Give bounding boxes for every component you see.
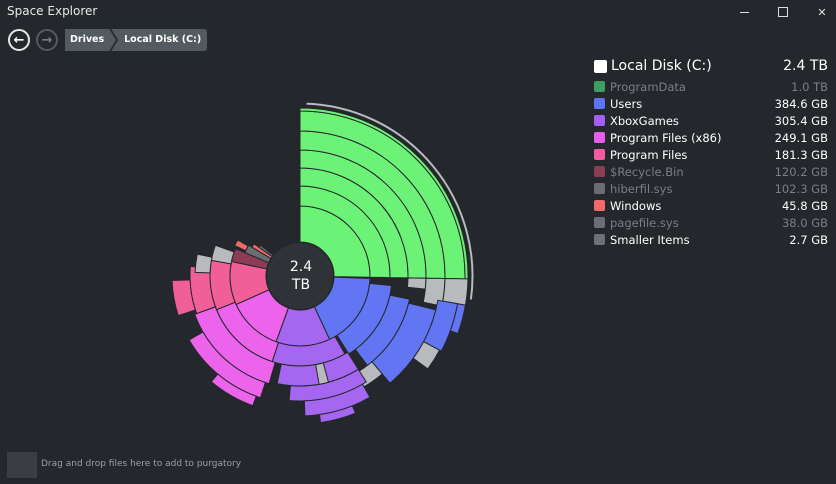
legend-item-size: 120.2 GB	[774, 164, 828, 179]
users-segment[interactable]	[449, 303, 467, 335]
legend-swatch	[594, 234, 605, 245]
total-size-unit: TB	[291, 277, 311, 293]
legend-item-name: Users	[610, 96, 643, 111]
legend-item-size: 38.0 GB	[781, 215, 828, 230]
legend-item-name: Smaller Items	[610, 232, 690, 247]
forward-button[interactable]: →	[36, 29, 58, 51]
legend-item[interactable]: ProgramData 1.0 TB	[594, 78, 828, 95]
xboxgames-segment[interactable]	[318, 405, 357, 424]
legend-swatch	[594, 183, 605, 194]
legend-item-size: 1.0 TB	[791, 79, 828, 94]
legend-item-name: $Recycle.Bin	[610, 164, 684, 179]
legend-item-size: 45.8 GB	[781, 198, 828, 213]
breadcrumb: Drives Local Disk (C:)	[65, 29, 208, 51]
maximize-icon	[778, 7, 788, 17]
back-button[interactable]: ←	[8, 29, 30, 51]
minimize-button[interactable]	[724, 0, 764, 24]
legend-item[interactable]: hiberfil.sys 102.3 GB	[594, 180, 828, 197]
minimize-icon	[739, 11, 749, 13]
legend-swatch	[594, 132, 605, 143]
legend-item[interactable]: Windows 45.8 GB	[594, 197, 828, 214]
legend-swatch	[594, 115, 605, 126]
close-button[interactable]: ✕	[802, 0, 836, 24]
legend-item-name: pagefile.sys	[610, 215, 679, 230]
breadcrumb-item-drives[interactable]: Drives	[65, 29, 116, 51]
legend-item-size: 249.1 GB	[774, 130, 828, 145]
legend-swatch	[594, 217, 605, 228]
legend-swatch	[594, 98, 605, 109]
xboxgames-misc-segment[interactable]	[315, 362, 330, 385]
legend-swatch	[594, 149, 605, 160]
legend-item-size: 384.6 GB	[774, 96, 828, 111]
purgatory-drop-zone[interactable]	[7, 452, 37, 478]
legend-root-name: Local Disk (C:)	[611, 58, 712, 74]
legend-item[interactable]: pagefile.sys 38.0 GB	[594, 214, 828, 231]
total-size-value: 2.4	[289, 259, 313, 275]
legend-item[interactable]: Program Files (x86) 249.1 GB	[594, 129, 828, 146]
programdata-outer-segment[interactable]	[305, 101, 475, 301]
purgatory-hint: Drag and drop files here to add to purga…	[41, 459, 242, 469]
legend-item-size: 2.7 GB	[789, 232, 828, 247]
arrow-right-icon: →	[41, 32, 53, 48]
maximize-button[interactable]	[763, 0, 803, 24]
programdata-misc-segment[interactable]	[406, 277, 427, 290]
breadcrumb-item-local-disk[interactable]: Local Disk (C:)	[111, 29, 208, 51]
legend: Local Disk (C:) 2.4 TB ProgramData 1.0 TB…	[594, 56, 828, 248]
legend-item-name: Windows	[610, 198, 662, 213]
app-title: Space Explorer	[7, 4, 98, 18]
program-files-x86-segment[interactable]	[210, 373, 257, 407]
title-bar: Space Explorer ✕	[0, 0, 836, 24]
windows-segment[interactable]	[234, 239, 249, 252]
legend-item[interactable]: XboxGames 305.4 GB	[594, 112, 828, 129]
legend-swatch-root	[594, 59, 607, 73]
legend-root[interactable]: Local Disk (C:) 2.4 TB	[594, 56, 828, 76]
legend-swatch	[594, 81, 605, 92]
legend-item-size: 305.4 GB	[774, 113, 828, 128]
close-icon: ✕	[817, 5, 827, 19]
legend-item-name: Program Files (x86)	[610, 130, 722, 145]
legend-swatch	[594, 200, 605, 211]
legend-item-size: 102.3 GB	[774, 181, 828, 196]
smaller-items-segment[interactable]	[267, 250, 275, 256]
program-files-misc-segment[interactable]	[210, 244, 235, 265]
legend-item-name: ProgramData	[610, 79, 686, 94]
legend-item-name: XboxGames	[610, 113, 679, 128]
programdata-misc-segment[interactable]	[442, 278, 469, 306]
legend-item-name: hiberfil.sys	[610, 181, 673, 196]
legend-item[interactable]: $Recycle.Bin 120.2 GB	[594, 163, 828, 180]
legend-item[interactable]: Smaller Items 2.7 GB	[594, 231, 828, 248]
legend-item-size: 181.3 GB	[774, 147, 828, 162]
arrow-left-icon: ←	[13, 32, 25, 48]
legend-item[interactable]: Users 384.6 GB	[594, 95, 828, 112]
legend-swatch	[594, 166, 605, 177]
legend-root-size: 2.4 TB	[783, 58, 828, 74]
users-misc-segment[interactable]	[412, 341, 441, 370]
program-files-misc-segment[interactable]	[194, 253, 213, 274]
legend-item[interactable]: Program Files 181.3 GB	[594, 146, 828, 163]
program-files-segment[interactable]	[171, 279, 197, 317]
legend-item-name: Program Files	[610, 147, 688, 162]
total-size-label[interactable]: 2.4 TB	[268, 243, 334, 309]
